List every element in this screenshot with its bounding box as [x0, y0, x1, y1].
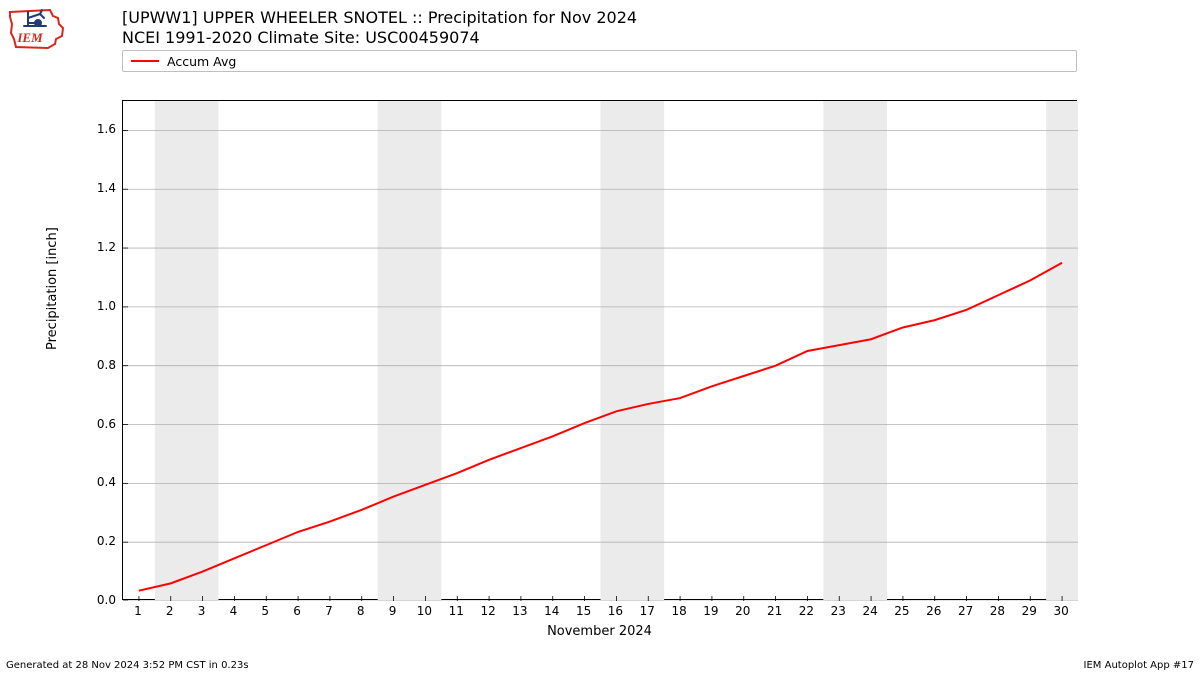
x-tick-label: 17: [635, 604, 659, 618]
x-tick-label: 1: [126, 604, 150, 618]
x-tick-label: 16: [603, 604, 627, 618]
x-tick-label: 26: [922, 604, 946, 618]
footer-generated: Generated at 28 Nov 2024 3:52 PM CST in …: [6, 660, 249, 671]
x-tick-label: 3: [190, 604, 214, 618]
x-tick-label: 22: [794, 604, 818, 618]
y-tick-label: 0.4: [82, 475, 116, 489]
x-tick-label: 29: [1017, 604, 1041, 618]
plot-svg: [123, 101, 1078, 601]
x-tick-label: 20: [731, 604, 755, 618]
title-line-1: [UPWW1] UPPER WHEELER SNOTEL :: Precipit…: [122, 8, 637, 28]
title-line-2: NCEI 1991-2020 Climate Site: USC00459074: [122, 28, 637, 48]
x-tick-label: 2: [158, 604, 182, 618]
x-tick-label: 18: [667, 604, 691, 618]
x-tick-label: 6: [285, 604, 309, 618]
x-tick-label: 10: [412, 604, 436, 618]
x-tick-label: 14: [540, 604, 564, 618]
x-tick-label: 7: [317, 604, 341, 618]
y-tick-label: 1.0: [82, 299, 116, 313]
legend-swatch: [131, 60, 159, 62]
x-tick-label: 25: [890, 604, 914, 618]
y-tick-label: 1.6: [82, 122, 116, 136]
x-tick-label: 5: [253, 604, 277, 618]
x-tick-label: 27: [954, 604, 978, 618]
x-tick-label: 23: [826, 604, 850, 618]
y-tick-label: 0.2: [82, 534, 116, 548]
footer-app: IEM Autoplot App #17: [1084, 660, 1194, 671]
x-tick-label: 21: [763, 604, 787, 618]
logo-station-glyph: [24, 10, 46, 26]
y-axis-label: Precipitation [inch]: [45, 227, 60, 350]
y-tick-label: 1.4: [82, 181, 116, 195]
x-tick-label: 9: [381, 604, 405, 618]
legend: Accum Avg: [122, 50, 1077, 72]
x-tick-label: 11: [444, 604, 468, 618]
x-tick-label: 30: [1049, 604, 1073, 618]
chart-title: [UPWW1] UPPER WHEELER SNOTEL :: Precipit…: [122, 8, 637, 48]
x-axis-label: November 2024: [122, 624, 1077, 639]
x-tick-label: 8: [349, 604, 373, 618]
x-tick-label: 13: [508, 604, 532, 618]
x-tick-label: 24: [858, 604, 882, 618]
y-tick-label: 0.6: [82, 417, 116, 431]
y-tick-label: 0.0: [82, 593, 116, 607]
logo-text: IEM: [16, 30, 43, 45]
legend-label: Accum Avg: [167, 54, 236, 69]
y-tick-label: 0.8: [82, 358, 116, 372]
y-tick-label: 1.2: [82, 240, 116, 254]
x-tick-label: 4: [221, 604, 245, 618]
x-tick-label: 28: [985, 604, 1009, 618]
iem-logo: IEM: [6, 6, 66, 56]
x-tick-label: 15: [572, 604, 596, 618]
plot-area: [122, 100, 1077, 600]
x-tick-label: 12: [476, 604, 500, 618]
x-tick-label: 19: [699, 604, 723, 618]
